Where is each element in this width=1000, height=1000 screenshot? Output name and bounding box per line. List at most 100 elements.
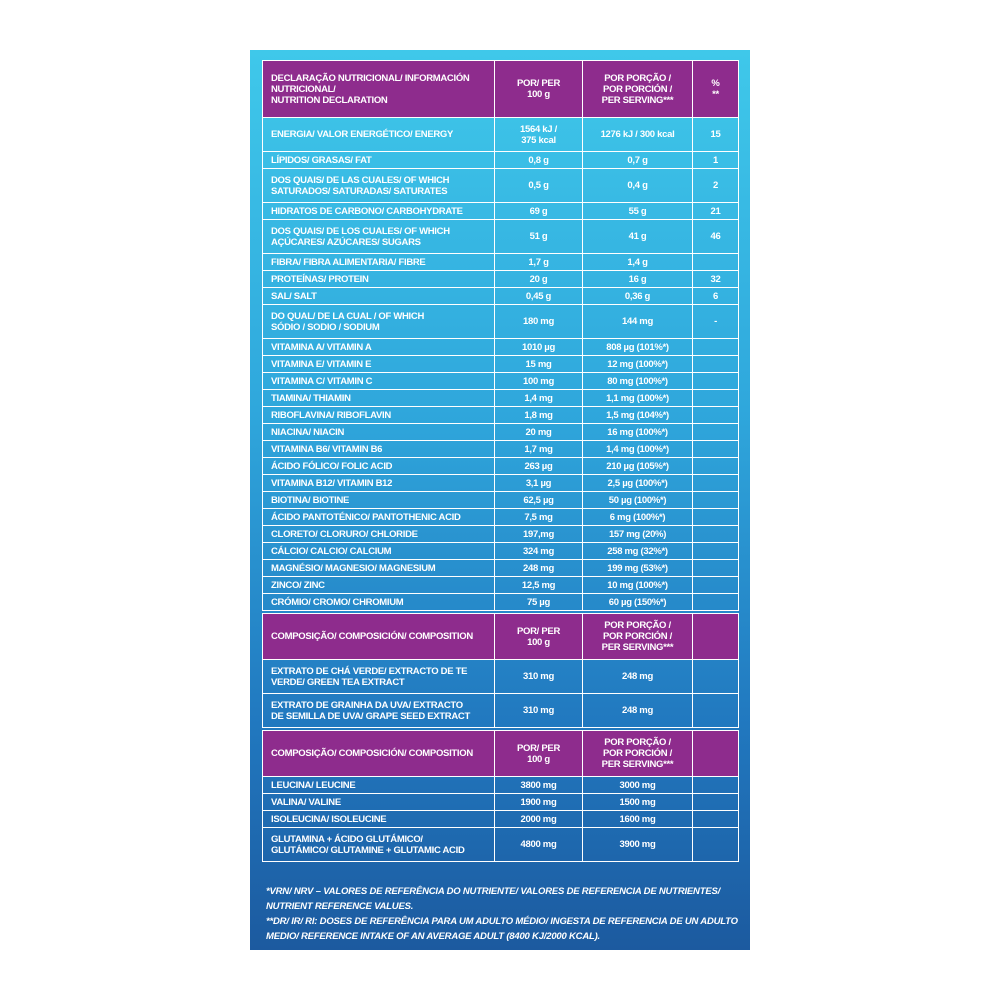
table-cell: 20 g	[494, 270, 583, 288]
table-cell: 6 mg (100%*)	[582, 508, 693, 526]
table-row: ÁCIDO PANTOTÉNICO/ PANTOTHENIC ACID 7,5 m…	[262, 508, 739, 526]
table-cell: 1276 kJ / 300 kcal	[582, 117, 693, 152]
header-cell: COMPOSIÇÃO/ COMPOSICIÓN/ COMPOSITION	[262, 613, 495, 660]
table-row: ÁCIDO FÓLICO/ FOLIC ACID 263 µg 210 µg (10…	[262, 457, 739, 475]
table-row: VITAMINA A/ VITAMIN A 1010 µg 808 µg (101%…	[262, 338, 739, 356]
table-cell	[692, 559, 739, 577]
table-cell: 210 µg (105%*)	[582, 457, 693, 475]
table-cell: 46	[692, 219, 739, 254]
nutrition-table: COMPOSIÇÃO/ COMPOSICIÓN/ COMPOSITION POR/…	[262, 730, 739, 862]
table-cell: BIOTINA/ BIOTINE	[262, 491, 495, 509]
nutrition-panel: DECLARAÇÃO NUTRICIONAL/ INFORMACIÓN NUTR…	[250, 50, 750, 950]
table-cell: 1900 mg	[494, 793, 583, 811]
table-cell: 100 mg	[494, 372, 583, 390]
table-cell: DOS QUAIS/ DE LOS CUALES/ OF WHICH AÇÚCA…	[262, 219, 495, 254]
table-cell: GLUTAMINA + ÁCIDO GLUTÁMICO/ GLUTÁMICO/ …	[262, 827, 495, 862]
table-cell: 12 mg (100%*)	[582, 355, 693, 373]
table-cell: 1,7 g	[494, 253, 583, 271]
footnote: *VRN/ NRV – VALORES DE REFERÊNCIA DO NUT…	[266, 886, 721, 912]
table-cell: 1,8 mg	[494, 406, 583, 424]
table-row: GLUTAMINA + ÁCIDO GLUTÁMICO/ GLUTÁMICO/ …	[262, 827, 739, 862]
table-cell: 16 mg (100%*)	[582, 423, 693, 441]
table-row: HIDRATOS DE CARBONO/ CARBOHYDRATE 69 g 55 …	[262, 202, 739, 220]
table-cell	[692, 491, 739, 509]
table-cell	[692, 793, 739, 811]
table-cell: CÁLCIO/ CALCIO/ CALCIUM	[262, 542, 495, 560]
table-cell: 32	[692, 270, 739, 288]
table-cell: 197,mg	[494, 525, 583, 543]
table-cell: 258 mg (32%*)	[582, 542, 693, 560]
header-cell: POR PORÇÃO / POR PORCIÓN / PER SERVING**…	[582, 730, 693, 777]
table-row: PROTEÍNAS/ PROTEIN 20 g 16 g 32	[262, 270, 739, 288]
table-cell: TIAMINA/ THIAMIN	[262, 389, 495, 407]
table-cell: LÍPIDOS/ GRASAS/ FAT	[262, 151, 495, 169]
table-cell: 51 g	[494, 219, 583, 254]
header-cell: DECLARAÇÃO NUTRICIONAL/ INFORMACIÓN NUTR…	[262, 60, 495, 118]
table-cell: EXTRATO DE GRAINHA DA UVA/ EXTRACTO DE S…	[262, 693, 495, 728]
table-cell: 310 mg	[494, 659, 583, 694]
table-cell: 7,5 mg	[494, 508, 583, 526]
table-cell: 1,4 mg (100%*)	[582, 440, 693, 458]
table-cell: 0,5 g	[494, 168, 583, 203]
table-cell	[692, 457, 739, 475]
content: DECLARAÇÃO NUTRICIONAL/ INFORMACIÓN NUTR…	[262, 60, 739, 944]
table-cell: EXTRATO DE CHÁ VERDE/ EXTRACTO DE TE VER…	[262, 659, 495, 694]
table-cell: 21	[692, 202, 739, 220]
table-cell: VITAMINA B12/ VITAMIN B12	[262, 474, 495, 492]
table-cell: -	[692, 304, 739, 339]
table-cell: 2	[692, 168, 739, 203]
table-row: BIOTINA/ BIOTINE 62,5 µg 50 µg (100%*)	[262, 491, 739, 509]
nutrition-table: DECLARAÇÃO NUTRICIONAL/ INFORMACIÓN NUTR…	[262, 60, 739, 611]
table-cell: VITAMINA B6/ VITAMIN B6	[262, 440, 495, 458]
table-cell	[692, 440, 739, 458]
table-row: CÁLCIO/ CALCIO/ CALCIUM 324 mg 258 mg (32%…	[262, 542, 739, 560]
table-row: RIBOFLAVINA/ RIBOFLAVIN 1,8 mg 1,5 mg (104…	[262, 406, 739, 424]
table-cell: 41 g	[582, 219, 693, 254]
table-cell: DOS QUAIS/ DE LAS CUALES/ OF WHICH SATUR…	[262, 168, 495, 203]
table-cell: ISOLEUCINA/ ISOLEUCINE	[262, 810, 495, 828]
table-cell	[692, 542, 739, 560]
table-cell: 3900 mg	[582, 827, 693, 862]
table-cell: 324 mg	[494, 542, 583, 560]
table-cell: 0,7 g	[582, 151, 693, 169]
table-cell: 12,5 mg	[494, 576, 583, 594]
table-cell: 3000 mg	[582, 776, 693, 794]
table-cell	[692, 474, 739, 492]
header-cell: POR PORÇÃO / POR PORCIÓN / PER SERVING**…	[582, 613, 693, 660]
table-cell: 6	[692, 287, 739, 305]
table-cell	[692, 338, 739, 356]
table-row: DOS QUAIS/ DE LAS CUALES/ OF WHICH SATUR…	[262, 168, 739, 203]
table-row: NIACINA/ NIACIN 20 mg 16 mg (100%*)	[262, 423, 739, 441]
table-cell: MAGNÉSIO/ MAGNESIO/ MAGNESIUM	[262, 559, 495, 577]
table-cell: 60 µg (150%*)	[582, 593, 693, 611]
table-row: FIBRA/ FIBRA ALIMENTARIA/ FIBRE 1,7 g 1,4 …	[262, 253, 739, 271]
table-cell: 0,4 g	[582, 168, 693, 203]
table-cell	[692, 693, 739, 728]
table-cell: 144 mg	[582, 304, 693, 339]
table-cell: 4800 mg	[494, 827, 583, 862]
table-cell: VITAMINA E/ VITAMIN E	[262, 355, 495, 373]
table-row: VALINA/ VALINE 1900 mg 1500 mg	[262, 793, 739, 811]
header-cell	[692, 613, 739, 660]
table-cell: 0,36 g	[582, 287, 693, 305]
table-cell: 2000 mg	[494, 810, 583, 828]
table-cell: 1010 µg	[494, 338, 583, 356]
table-cell: 1,7 mg	[494, 440, 583, 458]
table-cell: CRÓMIO/ CROMO/ CHROMIUM	[262, 593, 495, 611]
table-cell: 80 mg (100%*)	[582, 372, 693, 390]
table-cell	[692, 827, 739, 862]
header-cell: % **	[692, 60, 739, 118]
table-cell: 808 µg (101%*)	[582, 338, 693, 356]
table-cell: 263 µg	[494, 457, 583, 475]
table-cell: 2,5 µg (100%*)	[582, 474, 693, 492]
table-row: ISOLEUCINA/ ISOLEUCINE 2000 mg 1600 mg	[262, 810, 739, 828]
footnote: **DR/ IR/ RI: DOSES DE REFERÊNCIA PARA U…	[266, 916, 738, 942]
table-cell: 1,1 mg (100%*)	[582, 389, 693, 407]
table-cell: ÁCIDO FÓLICO/ FOLIC ACID	[262, 457, 495, 475]
table-cell: 1600 mg	[582, 810, 693, 828]
header-cell: POR/ PER 100 g	[494, 730, 583, 777]
table-cell: 1,4 g	[582, 253, 693, 271]
table-cell: VITAMINA C/ VITAMIN C	[262, 372, 495, 390]
header-cell	[692, 730, 739, 777]
